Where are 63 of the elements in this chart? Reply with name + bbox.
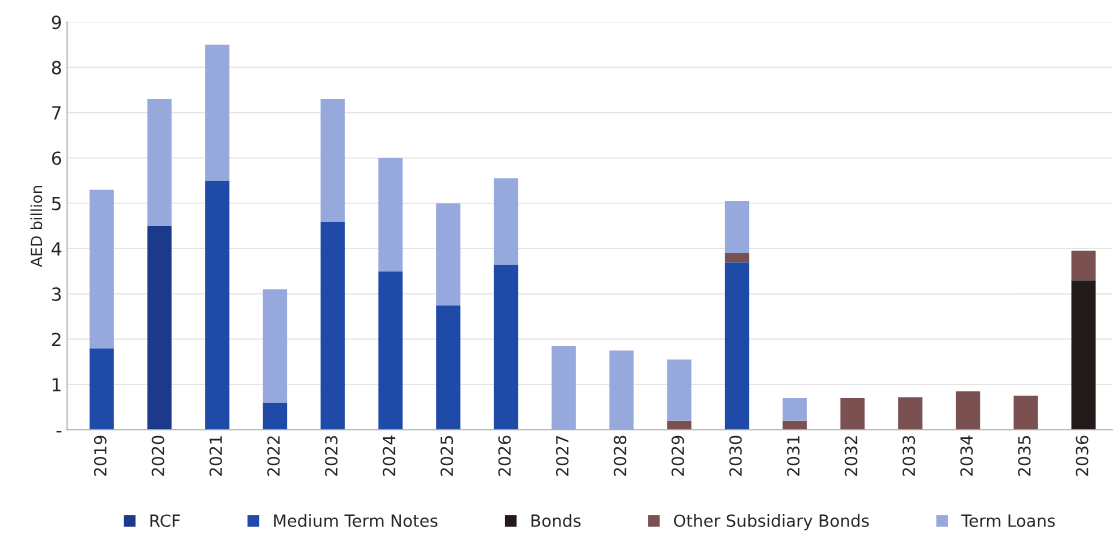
bar [724,253,750,263]
bar [205,180,230,430]
bar [436,203,461,306]
x-tick-label: 2024 [382,435,396,476]
bar [147,99,172,226]
y-tick-label: 8 [51,60,61,75]
x-tick-label: 2023 [324,435,338,476]
bar [724,262,750,430]
bar [1071,280,1096,430]
x-tick-label: 2032 [844,436,858,476]
legend-label: Other Subsidiary Bonds [674,514,869,531]
bar [898,397,923,430]
x-tick-label: 2028 [613,435,627,476]
bar [724,200,750,254]
bar [320,99,345,222]
y-tick-label: 4 [51,242,62,256]
y-tick-label: 9 [51,15,61,30]
bar [840,398,865,430]
x-tick-label: 2027 [555,436,569,476]
y-axis-title: AED billion [30,185,43,268]
y-tick-label: 2 [52,332,61,347]
x-tick-label: 2031 [787,436,800,476]
bar [782,398,807,421]
bar [436,305,461,430]
y-tick-label: 3 [52,287,61,301]
x-tick-label: 2025 [440,436,454,476]
bar [89,189,114,349]
bar [378,157,403,272]
legend-label: Medium Term Notes [274,514,438,527]
bar [378,271,403,430]
x-tick-label: 2036 [1075,435,1089,476]
x-tick-label: 2021 [209,436,223,476]
x-tick-label: 2030 [729,435,742,476]
x-tick-label: 2026 [498,435,511,476]
bar [147,225,172,430]
bar [551,345,576,430]
bar [1013,395,1038,430]
bar [320,221,345,430]
bar [89,348,114,430]
y-tick-label: 5 [52,196,61,211]
bar [205,44,230,181]
x-tick-label: 2034 [960,435,973,476]
x-tick-label: 2020 [151,435,165,476]
x-tick-label: 2035 [1018,436,1031,476]
bar [262,402,288,430]
legend-label: Term Loans [961,514,1055,527]
bar [262,289,288,403]
y-tick-label: 7 [52,106,61,120]
bar [609,350,634,430]
y-tick-label: 6 [51,151,62,166]
x-tick-label: 2022 [267,436,280,476]
y-tick-label: 1 [52,378,61,392]
x-tick-label: 2019 [93,435,107,476]
legend-label: RCF [150,514,180,527]
bar [667,359,692,421]
x-tick-label: 2029 [671,435,685,476]
bar [493,178,519,265]
legend-label: Bonds [531,514,581,527]
bar [955,391,981,430]
y-tick-label: - [56,430,62,433]
bar [1071,250,1096,281]
bar [493,264,519,430]
x-tick-label: 2033 [902,435,916,476]
